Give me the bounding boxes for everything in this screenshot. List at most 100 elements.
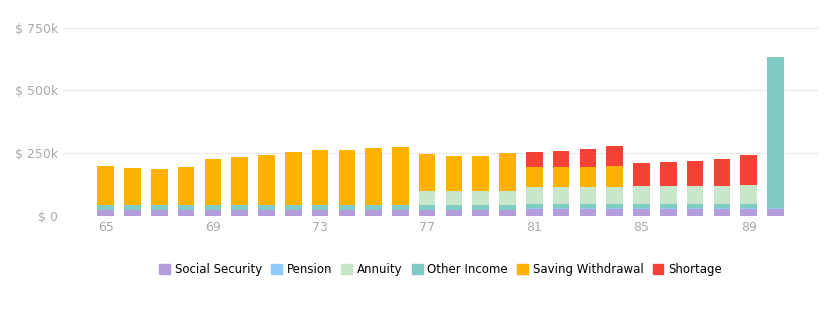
Bar [553,208,570,209]
Bar [499,153,516,191]
Bar [580,208,596,209]
Bar [580,167,596,188]
Bar [660,186,676,204]
Bar [177,205,194,210]
Bar [606,146,623,166]
Bar [714,208,730,209]
Bar [741,204,757,208]
Bar [258,205,275,210]
Bar [177,167,194,205]
Bar [392,210,409,216]
Bar [553,167,570,188]
Bar [606,204,623,208]
Bar [446,191,462,205]
Bar [97,210,114,216]
Bar [258,155,275,205]
Bar [312,150,328,205]
Bar [446,210,462,216]
Bar [606,166,623,188]
Bar [312,210,328,216]
Bar [366,205,382,210]
Bar [472,205,489,210]
Bar [580,188,596,204]
Bar [151,169,167,205]
Bar [366,210,382,216]
Bar [633,186,650,204]
Bar [499,191,516,205]
Bar [419,191,436,205]
Bar [553,188,570,204]
Bar [499,210,516,216]
Bar [419,205,436,210]
Bar [232,157,248,205]
Bar [338,150,355,205]
Bar [741,209,757,216]
Bar [580,209,596,216]
Bar [526,208,542,209]
Bar [741,185,757,204]
Bar [526,188,542,204]
Bar [767,209,784,216]
Bar [97,166,114,205]
Bar [633,209,650,216]
Bar [686,204,703,208]
Bar [258,210,275,216]
Bar [553,204,570,208]
Bar [526,152,542,167]
Bar [472,210,489,216]
Bar [580,204,596,208]
Bar [392,147,409,205]
Bar [151,205,167,210]
Bar [526,167,542,188]
Bar [177,210,194,216]
Bar [205,159,222,205]
Bar [419,210,436,216]
Bar [232,210,248,216]
Bar [686,209,703,216]
Bar [606,188,623,204]
Bar [446,205,462,210]
Bar [232,205,248,210]
Bar [633,208,650,209]
Bar [419,154,436,191]
Bar [767,208,784,209]
Bar [499,205,516,210]
Bar [97,205,114,210]
Bar [124,168,141,205]
Bar [446,156,462,191]
Bar [767,57,784,208]
Bar [472,156,489,191]
Bar [660,162,676,186]
Bar [741,155,757,185]
Legend: Social Security, Pension, Annuity, Other Income, Saving Withdrawal, Shortage: Social Security, Pension, Annuity, Other… [154,259,726,281]
Bar [285,210,302,216]
Bar [660,208,676,209]
Bar [714,186,730,204]
Bar [285,152,302,205]
Bar [606,208,623,209]
Bar [526,204,542,208]
Bar [714,204,730,208]
Bar [312,205,328,210]
Bar [633,164,650,186]
Bar [660,204,676,208]
Bar [205,210,222,216]
Bar [553,209,570,216]
Bar [606,209,623,216]
Bar [714,159,730,186]
Bar [553,151,570,167]
Bar [472,191,489,205]
Bar [151,210,167,216]
Bar [338,210,355,216]
Bar [124,210,141,216]
Bar [205,205,222,210]
Bar [285,205,302,210]
Bar [741,208,757,209]
Bar [526,209,542,216]
Bar [338,205,355,210]
Bar [686,186,703,204]
Bar [714,209,730,216]
Bar [686,208,703,209]
Bar [366,148,382,205]
Bar [633,204,650,208]
